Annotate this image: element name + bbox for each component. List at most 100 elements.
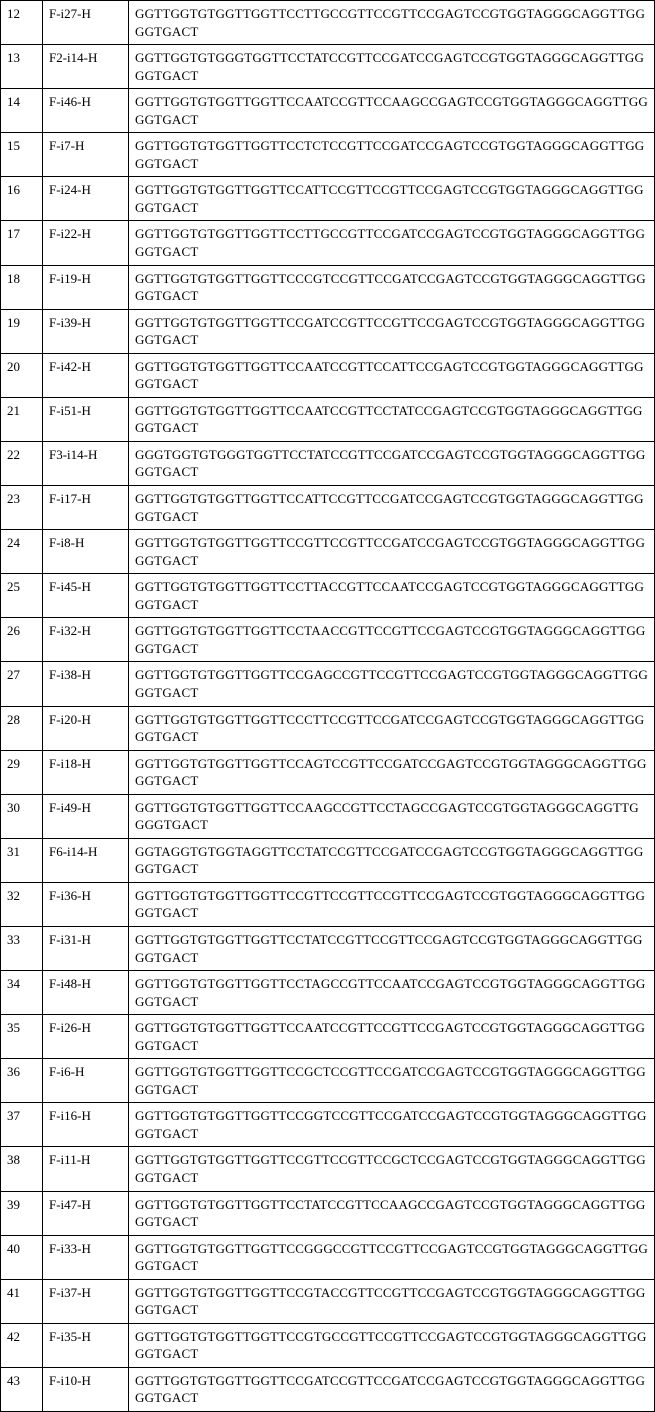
sequence-value: GGTTGGTGTGGTTGGTTCCGGTCCGTTCCGATCCGAGTCC… [129, 1103, 655, 1147]
sequence-id: F-i16-H [43, 1103, 129, 1147]
table-row: 28F-i20-HGGTTGGTGTGGTTGGTTCCCTTCCGTTCCGA… [1, 706, 655, 750]
sequence-id: F-i24-H [43, 177, 129, 221]
sequence-value: GGTTGGTGTGGTTGGTTCCGAGCCGTTCCGTTCCGAGTCC… [129, 662, 655, 706]
row-number: 28 [1, 706, 43, 750]
sequence-id: F-i36-H [43, 882, 129, 926]
sequence-id: F-i7-H [43, 133, 129, 177]
table-row: 29F-i18-HGGTTGGTGTGGTTGGTTCCAGTCCGTTCCGA… [1, 750, 655, 794]
table-row: 24F-i8-HGGTTGGTGTGGTTGGTTCCGTTCCGTTCCGAT… [1, 530, 655, 574]
sequence-value: GGTTGGTGTGGTTGGTTCCCTTCCGTTCCGATCCGAGTCC… [129, 706, 655, 750]
sequence-value: GGTTGGTGTGGTTGGTTCCGATCCGTTCCGATCCGAGTCC… [129, 1367, 655, 1411]
sequence-value: GGTTGGTGTGGTTGGTTCCTATCCGTTCCAAGCCGAGTCC… [129, 1191, 655, 1235]
table-row: 22F3-i14-HGGGTGGTGTGGGTGGTTCCTATCCGTTCCG… [1, 441, 655, 485]
row-number: 18 [1, 265, 43, 309]
sequence-table: 12F-i27-HGGTTGGTGTGGTTGGTTCCTTGCCGTTCCGT… [0, 0, 655, 1412]
row-number: 39 [1, 1191, 43, 1235]
sequence-value: GGTTGGTGTGGTTGGTTCCGTTCCGTTCCGCTCCGAGTCC… [129, 1147, 655, 1191]
row-number: 17 [1, 221, 43, 265]
table-row: 30F-i49-HGGTTGGTGTGGTTGGTTCCAAGCCGTTCCTA… [1, 794, 655, 838]
sequence-value: GGTTGGTGTGGGTGGTTCCTATCCGTTCCGATCCGAGTCC… [129, 45, 655, 89]
row-number: 25 [1, 574, 43, 618]
sequence-value: GGTTGGTGTGGTTGGTTCCCGTCCGTTCCGATCCGAGTCC… [129, 265, 655, 309]
sequence-id: F-i32-H [43, 618, 129, 662]
sequence-value: GGTTGGTGTGGTTGGTTCCATTCCGTTCCGATCCGAGTCC… [129, 486, 655, 530]
sequence-value: GGTTGGTGTGGTTGGTTCCAATCCGTTCCGTTCCGAGTCC… [129, 1015, 655, 1059]
sequence-id: F2-i14-H [43, 45, 129, 89]
table-row: 12F-i27-HGGTTGGTGTGGTTGGTTCCTTGCCGTTCCGT… [1, 1, 655, 45]
sequence-value: GGTTGGTGTGGTTGGTTCCTTGCCGTTCCGTTCCGAGTCC… [129, 1, 655, 45]
sequence-id: F-i51-H [43, 397, 129, 441]
row-number: 36 [1, 1059, 43, 1103]
sequence-value: GGTTGGTGTGGTTGGTTCCAATCCGTTCCATTCCGAGTCC… [129, 353, 655, 397]
sequence-id: F-i6-H [43, 1059, 129, 1103]
sequence-value: GGTTGGTGTGGTTGGTTCCATTCCGTTCCGTTCCGAGTCC… [129, 177, 655, 221]
sequence-id: F-i47-H [43, 1191, 129, 1235]
table-row: 32F-i36-HGGTTGGTGTGGTTGGTTCCGTTCCGTTCCGT… [1, 882, 655, 926]
table-row: 17F-i22-HGGTTGGTGTGGTTGGTTCCTTGCCGTTCCGA… [1, 221, 655, 265]
table-row: 14F-i46-HGGTTGGTGTGGTTGGTTCCAATCCGTTCCAA… [1, 89, 655, 133]
row-number: 29 [1, 750, 43, 794]
table-row: 20F-i42-HGGTTGGTGTGGTTGGTTCCAATCCGTTCCAT… [1, 353, 655, 397]
sequence-value: GGTTGGTGTGGTTGGTTCCGTGCCGTTCCGTTCCGAGTCC… [129, 1323, 655, 1367]
sequence-id: F-i11-H [43, 1147, 129, 1191]
sequence-value: GGGTGGTGTGGGTGGTTCCTATCCGTTCCGATCCGAGTCC… [129, 441, 655, 485]
sequence-id: F-i48-H [43, 971, 129, 1015]
table-row: 33F-i31-HGGTTGGTGTGGTTGGTTCCTATCCGTTCCGT… [1, 926, 655, 970]
row-number: 42 [1, 1323, 43, 1367]
sequence-value: GGTTGGTGTGGTTGGTTCCAAGCCGTTCCTAGCCGAGTCC… [129, 794, 655, 838]
sequence-id: F-i35-H [43, 1323, 129, 1367]
row-number: 33 [1, 926, 43, 970]
table-row: 18F-i19-HGGTTGGTGTGGTTGGTTCCCGTCCGTTCCGA… [1, 265, 655, 309]
sequence-id: F-i38-H [43, 662, 129, 706]
sequence-value: GGTTGGTGTGGTTGGTTCCTAACCGTTCCGTTCCGAGTCC… [129, 618, 655, 662]
sequence-id: F6-i14-H [43, 838, 129, 882]
table-row: 27F-i38-HGGTTGGTGTGGTTGGTTCCGAGCCGTTCCGT… [1, 662, 655, 706]
sequence-id: F3-i14-H [43, 441, 129, 485]
row-number: 12 [1, 1, 43, 45]
row-number: 43 [1, 1367, 43, 1411]
table-row: 42F-i35-HGGTTGGTGTGGTTGGTTCCGTGCCGTTCCGT… [1, 1323, 655, 1367]
table-row: 43F-i10-HGGTTGGTGTGGTTGGTTCCGATCCGTTCCGA… [1, 1367, 655, 1411]
sequence-id: F-i31-H [43, 926, 129, 970]
table-row: 36F-i6-HGGTTGGTGTGGTTGGTTCCGCTCCGTTCCGAT… [1, 1059, 655, 1103]
sequence-id: F-i26-H [43, 1015, 129, 1059]
sequence-id: F-i49-H [43, 794, 129, 838]
table-row: 37F-i16-HGGTTGGTGTGGTTGGTTCCGGTCCGTTCCGA… [1, 1103, 655, 1147]
row-number: 41 [1, 1279, 43, 1323]
table-row: 40F-i33-HGGTTGGTGTGGTTGGTTCCGGGCCGTTCCGT… [1, 1235, 655, 1279]
sequence-value: GGTTGGTGTGGTTGGTTCCGTTCCGTTCCGATCCGAGTCC… [129, 530, 655, 574]
sequence-value: GGTTGGTGTGGTTGGTTCCGATCCGTTCCGTTCCGAGTCC… [129, 309, 655, 353]
sequence-value: GGTTGGTGTGGTTGGTTCCAGTCCGTTCCGATCCGAGTCC… [129, 750, 655, 794]
sequence-id: F-i45-H [43, 574, 129, 618]
sequence-value: GGTAGGTGTGGTAGGTTCCTATCCGTTCCGATCCGAGTCC… [129, 838, 655, 882]
row-number: 21 [1, 397, 43, 441]
table-row: 34F-i48-HGGTTGGTGTGGTTGGTTCCTAGCCGTTCCAA… [1, 971, 655, 1015]
sequence-value: GGTTGGTGTGGTTGGTTCCTAGCCGTTCCAATCCGAGTCC… [129, 971, 655, 1015]
sequence-id: F-i19-H [43, 265, 129, 309]
sequence-value: GGTTGGTGTGGTTGGTTCCAATCCGTTCCTATCCGAGTCC… [129, 397, 655, 441]
row-number: 24 [1, 530, 43, 574]
sequence-value: GGTTGGTGTGGTTGGTTCCGTACCGTTCCGTTCCGAGTCC… [129, 1279, 655, 1323]
sequence-id: F-i46-H [43, 89, 129, 133]
table-row: 19F-i39-HGGTTGGTGTGGTTGGTTCCGATCCGTTCCGT… [1, 309, 655, 353]
table-row: 35F-i26-HGGTTGGTGTGGTTGGTTCCAATCCGTTCCGT… [1, 1015, 655, 1059]
table-row: 31F6-i14-HGGTAGGTGTGGTAGGTTCCTATCCGTTCCG… [1, 838, 655, 882]
row-number: 15 [1, 133, 43, 177]
sequence-id: F-i22-H [43, 221, 129, 265]
sequence-value: GGTTGGTGTGGTTGGTTCCTATCCGTTCCGTTCCGAGTCC… [129, 926, 655, 970]
table-row: 39F-i47-HGGTTGGTGTGGTTGGTTCCTATCCGTTCCAA… [1, 1191, 655, 1235]
row-number: 35 [1, 1015, 43, 1059]
sequence-value: GGTTGGTGTGGTTGGTTCCTCTCCGTTCCGATCCGAGTCC… [129, 133, 655, 177]
row-number: 30 [1, 794, 43, 838]
sequence-id: F-i33-H [43, 1235, 129, 1279]
table-row: 26F-i32-HGGTTGGTGTGGTTGGTTCCTAACCGTTCCGT… [1, 618, 655, 662]
table-row: 23F-i17-HGGTTGGTGTGGTTGGTTCCATTCCGTTCCGA… [1, 486, 655, 530]
table-row: 16F-i24-HGGTTGGTGTGGTTGGTTCCATTCCGTTCCGT… [1, 177, 655, 221]
row-number: 19 [1, 309, 43, 353]
sequence-id: F-i42-H [43, 353, 129, 397]
sequence-id: F-i39-H [43, 309, 129, 353]
sequence-value: GGTTGGTGTGGTTGGTTCCTTACCGTTCCAATCCGAGTCC… [129, 574, 655, 618]
sequence-id: F-i20-H [43, 706, 129, 750]
row-number: 16 [1, 177, 43, 221]
row-number: 23 [1, 486, 43, 530]
